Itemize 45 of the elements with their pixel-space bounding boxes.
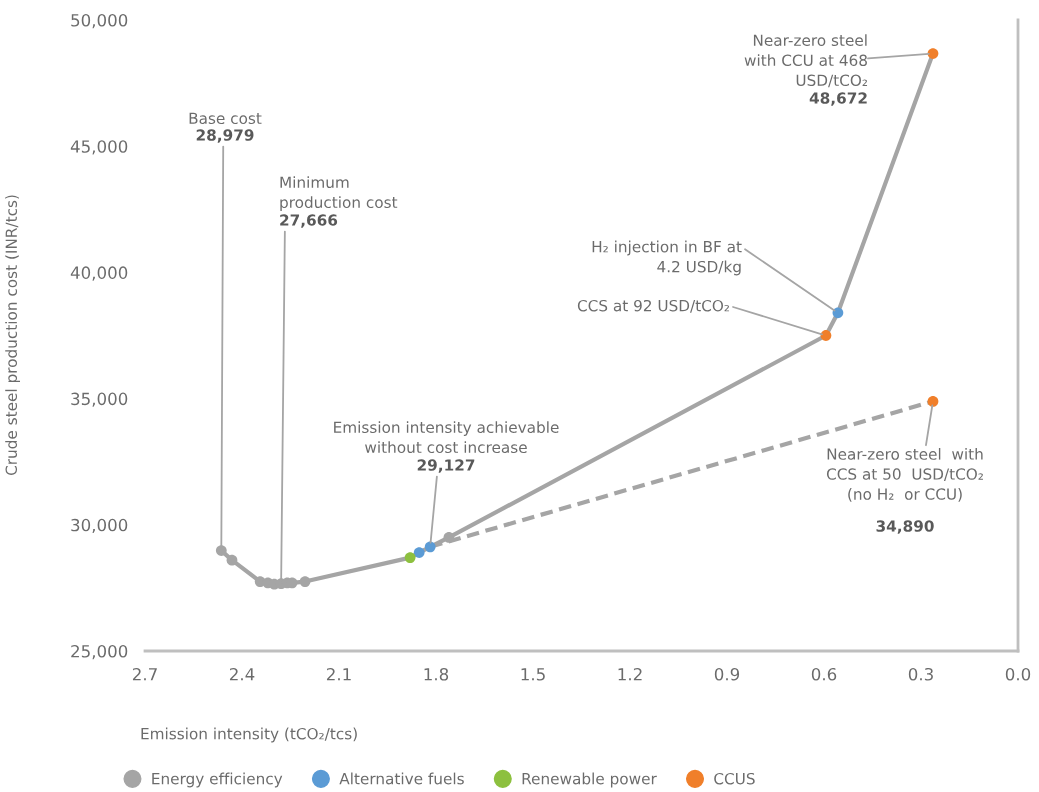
- y-tick-label: 25,000: [71, 644, 128, 660]
- point: [413, 547, 425, 558]
- point: [215, 545, 227, 556]
- annotation: Near-zero steel with CCU at 468 USD/tCO₂: [744, 34, 868, 88]
- y-tick-label: 50,000: [71, 13, 128, 29]
- annotation: Base cost: [189, 112, 262, 125]
- legend-label: Renewable power: [522, 772, 657, 788]
- annotation: H₂ injection in BF at 4.2 USD/kg: [592, 240, 742, 276]
- x-tick-label: 2.1: [326, 667, 351, 681]
- annotation: 27,666: [280, 214, 338, 228]
- legend-label: Energy efficiency: [152, 772, 283, 788]
- point: [404, 552, 416, 563]
- x-tick-label: 0.6: [811, 667, 837, 681]
- annotation: Emission intensity achievable without cost increase: [334, 421, 559, 454]
- x-tick-label: 0.9: [714, 667, 740, 681]
- annotation: 28,979: [196, 129, 254, 143]
- point: [832, 307, 844, 319]
- x-tick-label: 2.7: [132, 667, 157, 681]
- x-tick-label: 1.8: [424, 667, 449, 681]
- annotation: Minimum production cost: [280, 176, 398, 211]
- x-axis-title: Emission intensity (tCO₂/tcs): [141, 727, 357, 743]
- point: [927, 396, 939, 407]
- y-tick-label: 35,000: [71, 392, 128, 407]
- annotation: 34,890: [876, 520, 934, 534]
- annotation: 48,672: [809, 92, 867, 106]
- y-axis-title: Crude steel production cost (INR/tcs): [5, 195, 20, 476]
- point: [820, 330, 832, 341]
- legend-label: Alternative fuels: [339, 772, 464, 785]
- point: [299, 576, 311, 587]
- legend-label: CCUS: [714, 772, 755, 785]
- x-tick-label: 0.3: [908, 667, 933, 681]
- y-tick-label: 40,000: [70, 266, 128, 281]
- annotation: Near-zero steel with CCS at 50 USD/tCO₂ (no H₂ or CCU): [826, 448, 983, 502]
- annotation: 29,127: [417, 459, 475, 473]
- annotation: CCS at 92 USD/tCO₂: [577, 299, 730, 313]
- point: [927, 48, 939, 59]
- point: [443, 532, 455, 543]
- x-tick-label: 0.0: [1005, 667, 1031, 681]
- y-tick-label: 30,000: [71, 518, 128, 534]
- y-tick-label: 45,000: [70, 140, 128, 155]
- x-tick-label: 2.4: [229, 667, 255, 681]
- point: [424, 541, 436, 553]
- x-tick-label: 1.5: [521, 668, 545, 681]
- x-tick-label: 1.2: [618, 667, 642, 681]
- point: [226, 554, 238, 566]
